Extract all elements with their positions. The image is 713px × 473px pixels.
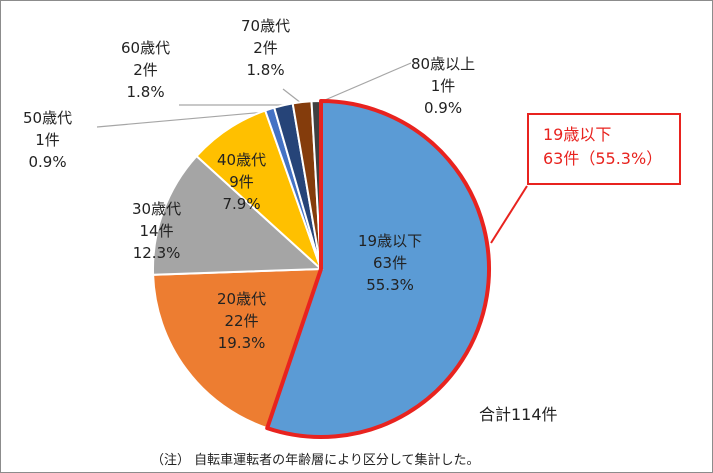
label-20: 20歳代 22件 19.3% [217, 288, 266, 354]
label-20-name: 20歳代 [217, 290, 267, 308]
pie-slices [152, 99, 491, 439]
label-60-percent: 1.8% [126, 83, 165, 101]
leader-line-50 [96, 110, 278, 128]
label-19-percent: 55.3% [366, 276, 414, 294]
label-30-count: 14件 [139, 222, 174, 240]
leader-line-80 [317, 62, 412, 104]
label-50-name: 50歳代 [23, 109, 73, 127]
leader-line-70 [282, 88, 302, 104]
label-19: 19歳以下 63件 55.3% [358, 230, 422, 296]
label-70-count: 2件 [253, 39, 278, 57]
label-80: 80歳以上 1件 0.9% [411, 53, 475, 119]
label-80-name: 80歳以上 [411, 55, 476, 73]
highlight-outline [265, 99, 491, 439]
callout-leader-line [490, 185, 528, 244]
highlight-callout: 19歳以下 63件（55.3%） [527, 113, 681, 185]
label-40-percent: 7.9% [222, 195, 261, 213]
label-40-count: 9件 [229, 173, 254, 191]
label-30-name: 30歳代 [132, 200, 182, 218]
label-50: 50歳代 1件 0.9% [23, 107, 72, 173]
label-20-percent: 19.3% [217, 334, 266, 352]
label-70-percent: 1.8% [246, 61, 285, 79]
footnote: （注） 自転車運転者の年齢層により区分して集計した。 [151, 453, 480, 468]
label-40: 40歳代 9件 7.9% [217, 149, 266, 215]
label-30: 30歳代 14件 12.3% [132, 198, 181, 264]
pie-slice-3 [152, 154, 324, 276]
label-30-percent: 12.3% [132, 244, 181, 262]
label-60-name: 60歳代 [121, 39, 171, 57]
label-70-name: 70歳代 [241, 17, 291, 35]
label-50-count: 1件 [35, 131, 60, 149]
callout-line2: 63件（55.3%） [543, 149, 663, 168]
label-20-count: 22件 [224, 312, 259, 330]
label-19-count: 63件 [373, 254, 408, 272]
total-label: 合計114件 [479, 405, 558, 424]
callout-line1: 19歳以下 [543, 125, 612, 144]
label-40-name: 40歳代 [217, 151, 267, 169]
label-50-percent: 0.9% [28, 153, 67, 171]
label-60-count: 2件 [133, 61, 158, 79]
label-60: 60歳代 2件 1.8% [121, 37, 170, 103]
label-70: 70歳代 2件 1.8% [241, 15, 290, 81]
label-80-percent: 0.9% [423, 99, 463, 117]
label-80-count: 1件 [430, 77, 456, 95]
label-19-name: 19歳以下 [358, 232, 423, 250]
leader-lines [96, 62, 528, 244]
